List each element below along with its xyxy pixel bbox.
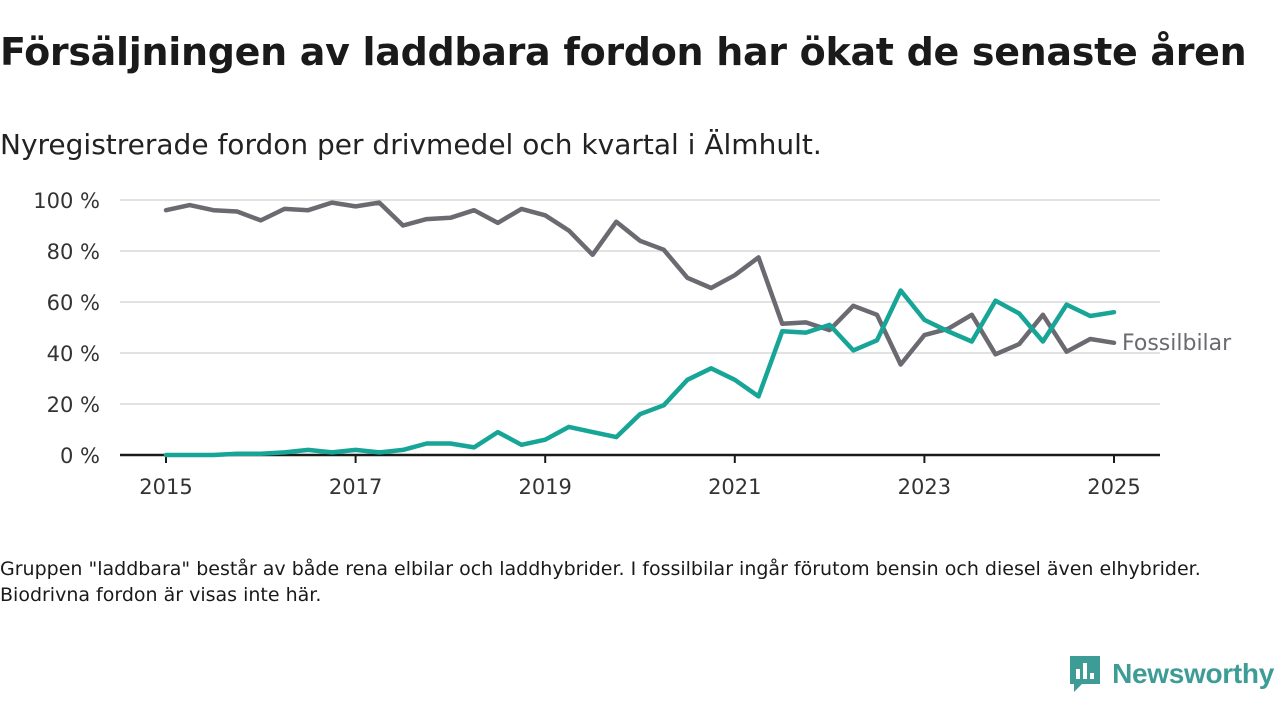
x-tick-label: 2023 [898,475,951,499]
y-tick-label: 20 % [47,393,100,417]
newsworthy-brand[interactable]: Newsworthy [1068,654,1274,694]
fossilbilar-label: Fossilbilar [1122,331,1232,356]
gridlines [120,199,1160,457]
footnote: Gruppen "laddbara" består av både rena e… [0,558,1201,606]
series-lines [163,200,1117,458]
x-tick-label: 2021 [708,475,761,499]
brand-name: Newsworthy [1112,658,1274,689]
x-tick-label: 2019 [518,475,571,499]
line-chart: 100 % 80 % 60 % 40 % 20 % 0 % 2015 2017 2019 202… [33,189,1232,499]
x-axis-ticks: 2015 2017 2019 2021 2023 2025 [139,455,1141,499]
chart-title: Försäljningen av laddbara fordon har öka… [0,30,1247,74]
y-axis-ticks: 100 % 80 % 60 % 40 % 20 % 0 % [33,189,100,468]
newsworthy-logo-icon [1070,656,1101,692]
x-tick-label: 2017 [329,475,382,499]
x-tick-label: 2015 [139,475,192,499]
y-tick-label: 40 % [47,342,100,366]
fossilbilar-line [163,200,1117,367]
y-tick-label: 100 % [33,189,100,213]
y-tick-label: 0 % [60,444,100,468]
series-2-line [163,288,1117,458]
y-tick-label: 80 % [47,240,100,264]
chart-subtitle: Nyregistrerade fordon per drivmedel och … [0,128,822,161]
series-labels: Fossilbilar [1122,331,1232,356]
y-tick-label: 60 % [47,291,100,315]
x-tick-label: 2025 [1087,475,1140,499]
